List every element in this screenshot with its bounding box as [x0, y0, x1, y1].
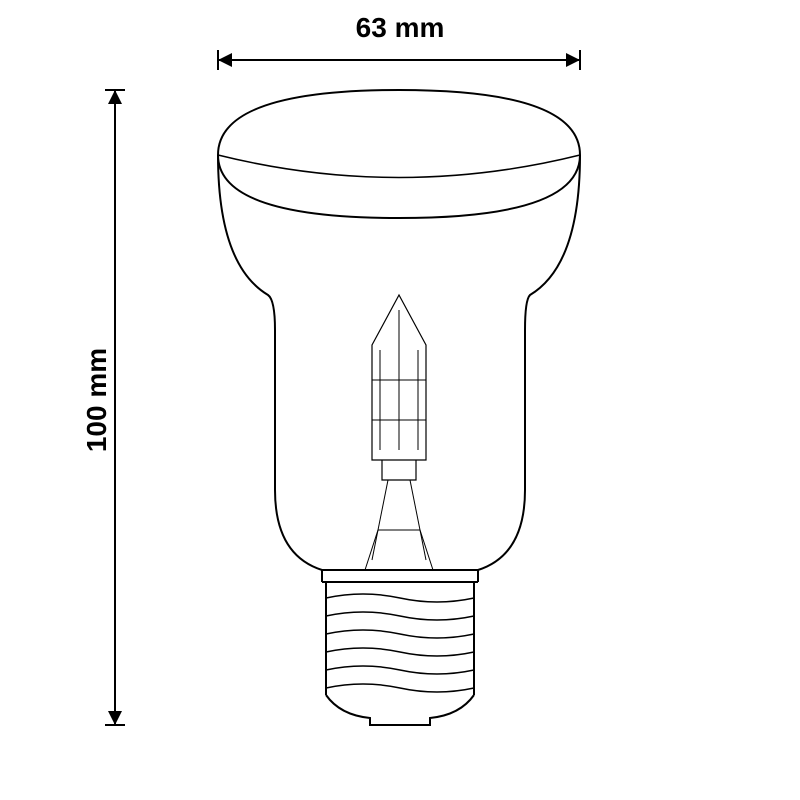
bulb-drawing-svg: [0, 0, 800, 800]
bulb-glass-body: [275, 330, 525, 570]
bulb-technical-diagram: 63 mm 100 mm: [0, 0, 800, 800]
width-dimension-arrow: [218, 50, 580, 70]
bulb-socket-e27: [322, 570, 478, 725]
halogen-capsule: [365, 295, 433, 570]
height-dimension-arrow: [105, 90, 125, 725]
